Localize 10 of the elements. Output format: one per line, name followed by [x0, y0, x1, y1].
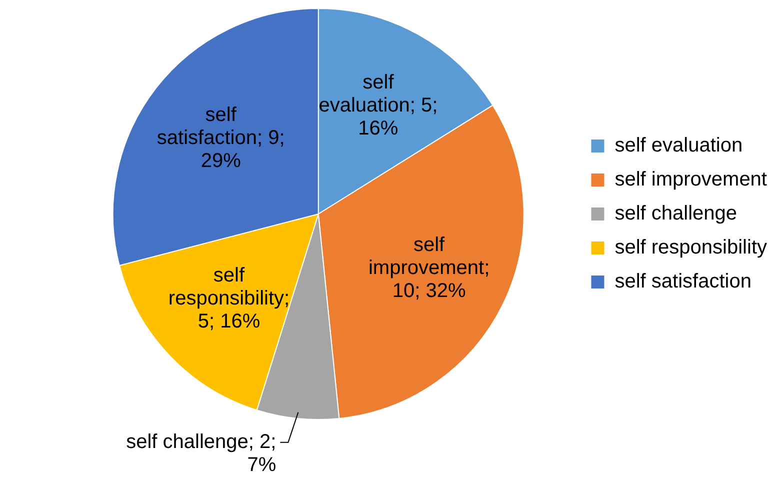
data-label: self responsibility; 5; 16% [168, 264, 290, 332]
legend-label: self improvement [614, 168, 768, 191]
data-label: self challenge; 2; 7% [126, 430, 276, 476]
legend-label: self satisfaction [614, 270, 752, 293]
legend-label: self responsibility [614, 236, 768, 259]
data-label: self improvement; 10; 32% [368, 234, 490, 302]
legend-label: self evaluation [614, 134, 743, 157]
data-label: self evaluation; 5; 16% [318, 72, 438, 140]
data-label: self satisfaction; 9; 29% [156, 104, 285, 172]
legend-label: self challenge [614, 202, 738, 225]
